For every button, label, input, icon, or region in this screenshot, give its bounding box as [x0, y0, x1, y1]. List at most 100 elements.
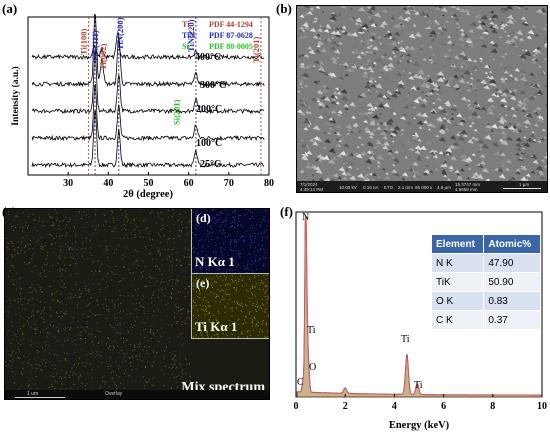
eds-overlay-pixel [28, 386, 30, 388]
eds-overlay-pixel [102, 213, 104, 215]
eds-element-pixel [263, 281, 265, 283]
eds-overlay-pixel [134, 236, 136, 238]
eds-overlay-pixel [58, 269, 60, 271]
eds-overlay-pixel [96, 299, 98, 301]
sem-grain [317, 64, 324, 69]
eds-element-pixel [222, 271, 224, 273]
eds-element-pixel [226, 285, 228, 287]
sem-grain [327, 131, 332, 135]
eds-overlay-pixel [144, 246, 146, 248]
eds-overlay-pixel [134, 346, 136, 348]
sem-grain [432, 34, 438, 38]
eds-overlay-pixel [44, 269, 46, 271]
eds-overlay-pixel [15, 227, 16, 228]
eds-overlay-pixel [116, 218, 118, 220]
eds-element-pixel [236, 307, 237, 309]
sem-grain [512, 128, 520, 134]
sem-grain [365, 81, 370, 85]
sem-grain [418, 11, 425, 17]
sem-grain [396, 83, 405, 89]
eds-overlay-pixel [30, 327, 32, 329]
sem-grain [351, 32, 358, 37]
eds-element-pixel [223, 229, 225, 231]
eds-overlay-pixel [186, 234, 188, 236]
eds-overlay-pixel [151, 364, 153, 366]
eds-overlay-pixel [92, 225, 94, 227]
sem-grain [366, 166, 371, 169]
sem-grain [435, 65, 439, 68]
eds-overlay-pixel [151, 297, 153, 299]
sem-grain [536, 172, 541, 176]
eds-overlay-pixel [87, 279, 89, 281]
eds-overlay-pixel [136, 308, 138, 310]
eds-overlay-pixel [75, 373, 77, 375]
sem-grain [316, 44, 321, 48]
eds-overlay-pixel [51, 294, 52, 296]
sem-grain [432, 37, 441, 43]
eds-overlay-pixel [12, 266, 14, 268]
sem-grain [453, 54, 460, 60]
sem-grain [448, 79, 453, 82]
sem-grain [500, 134, 507, 140]
eds-overlay-pixel [78, 288, 80, 290]
eds-overlay-pixel [175, 359, 177, 361]
eds-table-cell: O K [430, 291, 485, 311]
sem-grain [471, 136, 476, 140]
eds-overlay-pixel [182, 369, 184, 371]
eds-overlay-pixel [34, 219, 36, 221]
eds-overlay-pixel [79, 357, 80, 359]
sem-grain [512, 88, 518, 93]
eds-overlay-pixel [108, 311, 110, 313]
eds-element-pixel [192, 247, 194, 249]
sem-grain [323, 112, 328, 116]
eds-element-pixel [219, 230, 221, 232]
eds-overlay-pixel [138, 230, 140, 232]
sem-grain [503, 77, 508, 81]
sem-grain [351, 43, 358, 48]
eds-element-pixel [205, 214, 207, 216]
sem-grain [331, 98, 336, 102]
eds-overlay-pixel [30, 344, 32, 346]
eds-overlay-pixel [138, 265, 140, 267]
eds-overlay-pixel [85, 331, 87, 333]
eds-element-pixel [208, 319, 210, 321]
eds-overlay-pixel [188, 249, 190, 251]
eds-element-pixel [232, 225, 233, 227]
eds-overlay-pixel [28, 324, 30, 326]
sem-grain [418, 70, 425, 75]
sem-grain [475, 24, 484, 31]
sem-grain [516, 109, 523, 114]
eds-overlay-pixel [115, 361, 117, 363]
eds-overlay-pixel [167, 217, 169, 219]
sem-grain [500, 152, 506, 157]
sem-grain [497, 124, 506, 130]
eds-overlay-pixel [70, 322, 72, 324]
eds-overlay-pixel [31, 316, 33, 318]
eds-overlay-pixel [78, 302, 80, 304]
eds-overlay-pixel [153, 291, 155, 293]
eds-overlay-pixel [61, 378, 62, 380]
sem-grain [446, 177, 451, 181]
sem-grain [377, 177, 384, 181]
eds-overlay-pixel [152, 377, 154, 379]
eds-table-row: TiK 50.90 [430, 272, 541, 292]
sem-grain [340, 89, 348, 94]
eds-overlay-pixel [188, 263, 190, 265]
eds-overlay-pixel [144, 367, 146, 368]
eds-overlay-pixel [147, 227, 148, 229]
sem-grain [395, 159, 400, 163]
sem-grain [429, 149, 436, 154]
sem-grain [350, 115, 356, 120]
eds-overlay-pixel [55, 373, 57, 375]
sem-grain [539, 71, 546, 77]
sem-grain [324, 50, 332, 56]
eds-overlay-pixel [84, 287, 86, 289]
eds-element-pixel [250, 242, 252, 244]
eds-overlay-pixel [171, 324, 173, 326]
eds-overlay-pixel [23, 355, 25, 357]
eds-element-pixel [231, 279, 233, 280]
sem-grain [316, 99, 321, 103]
sem-grain [498, 63, 503, 66]
eds-overlay-pixel [7, 248, 9, 250]
eds-overlay-pixel [119, 312, 121, 314]
